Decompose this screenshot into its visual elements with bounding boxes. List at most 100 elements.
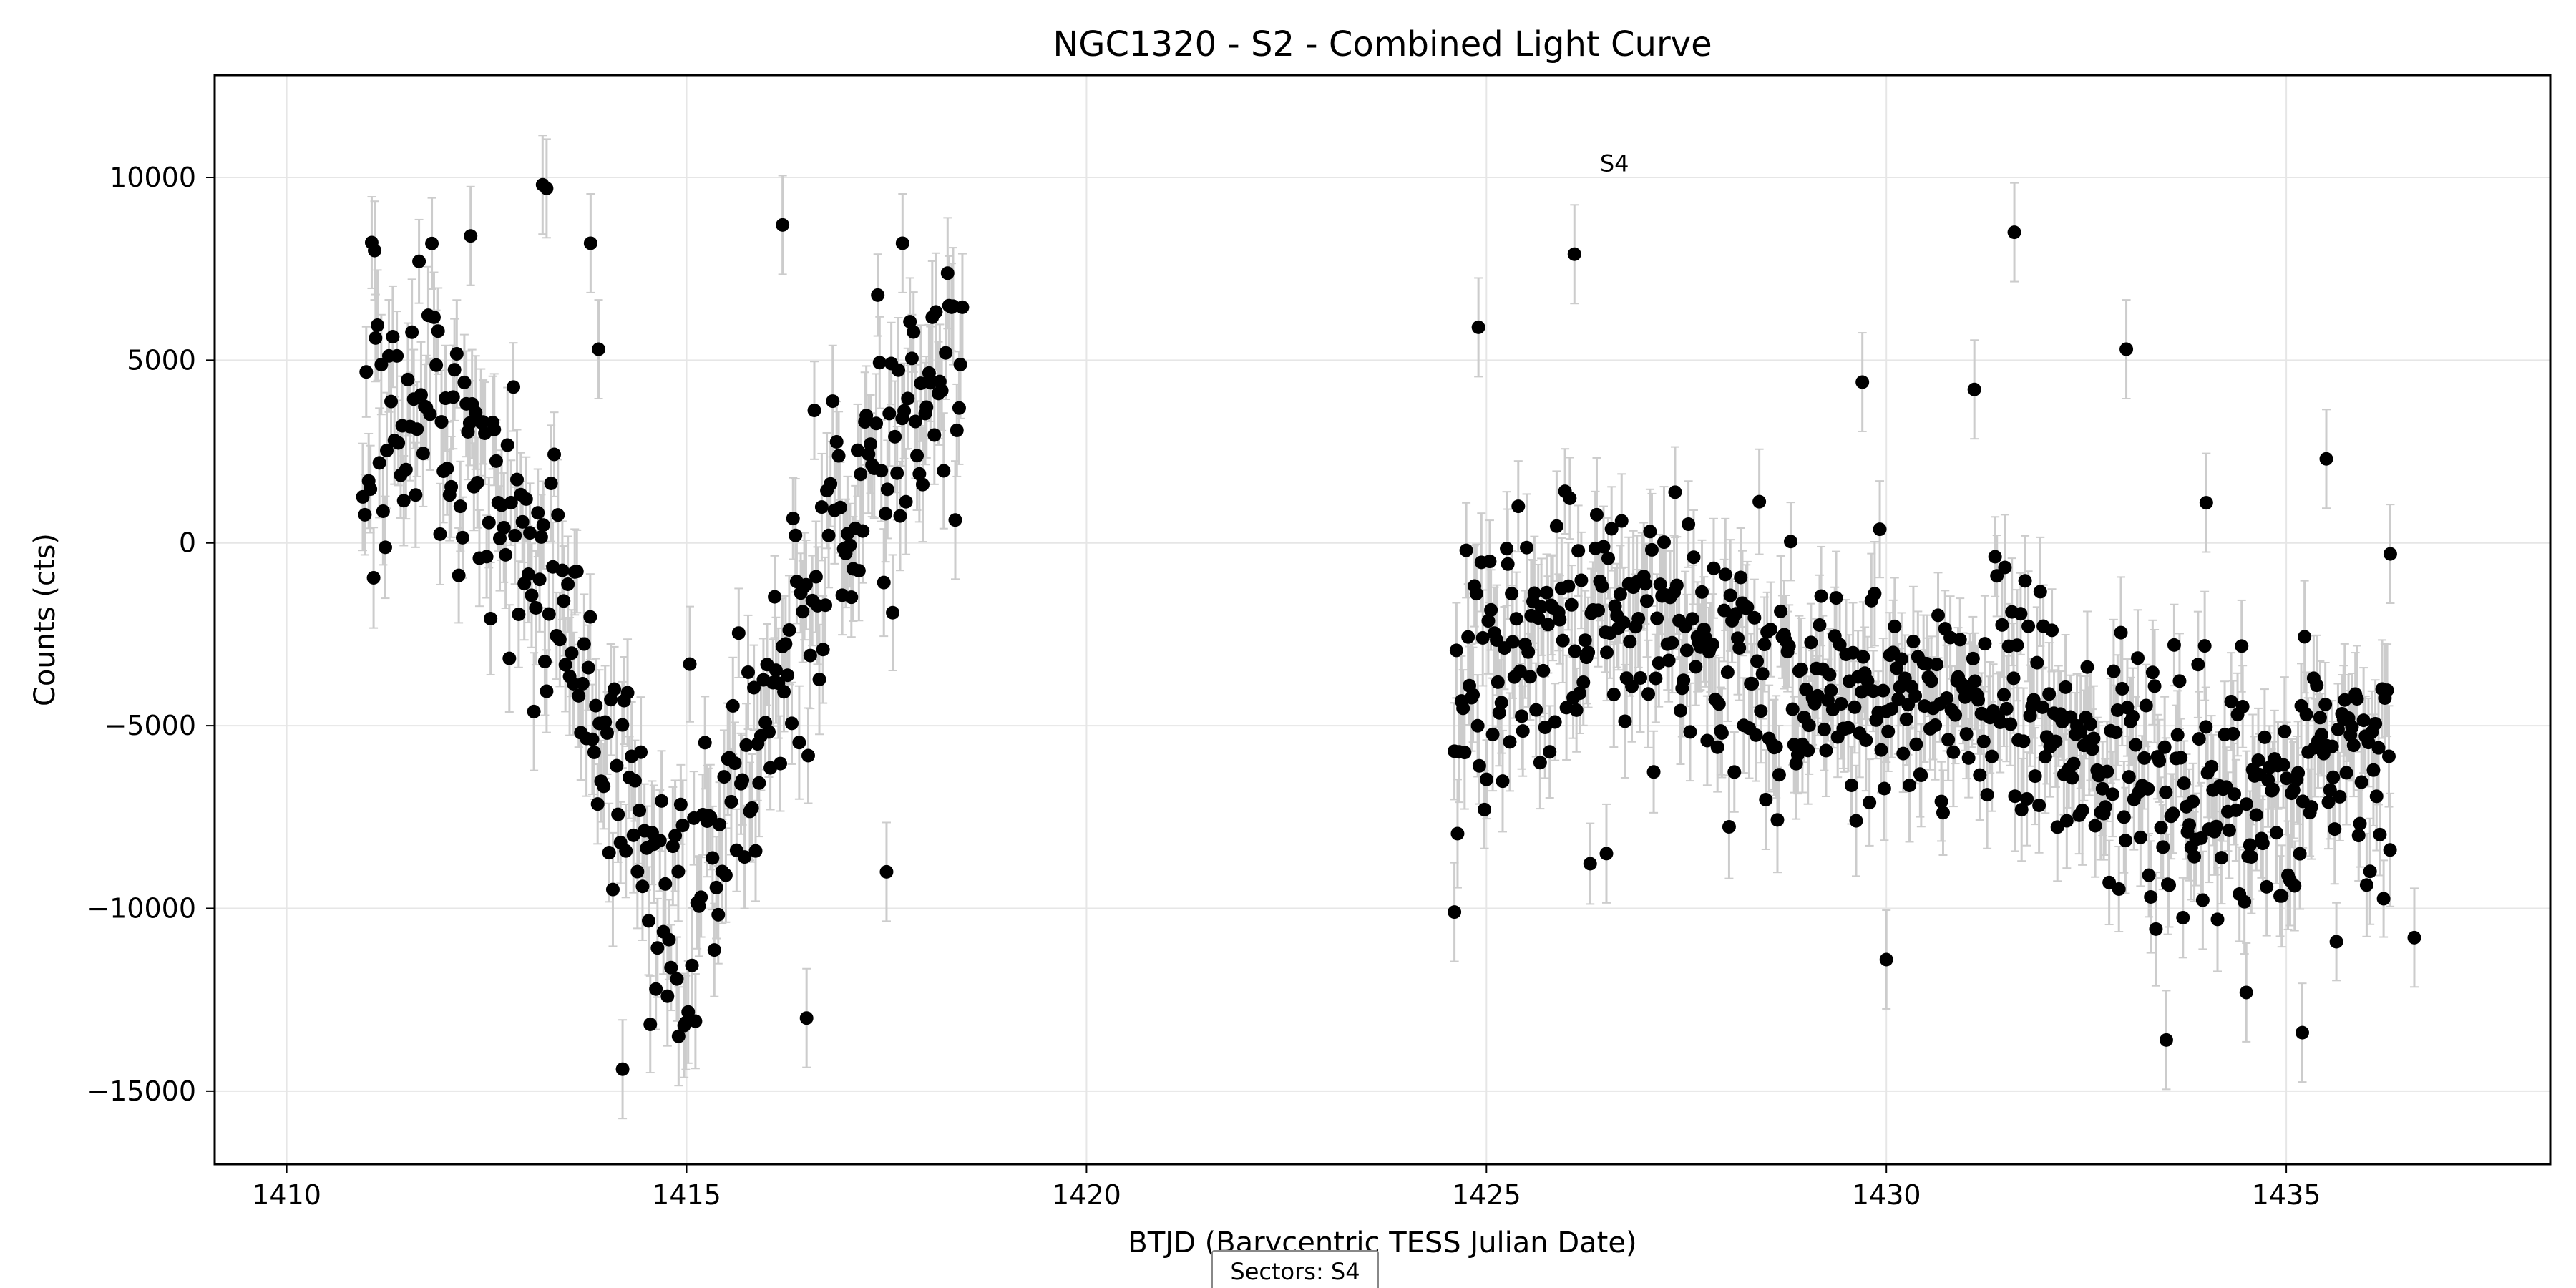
data-point xyxy=(1727,765,1742,779)
data-point xyxy=(1790,748,1805,762)
data-point xyxy=(1595,579,1609,593)
data-point xyxy=(1494,696,1508,710)
data-point xyxy=(1855,375,1870,389)
legend-box xyxy=(1211,1250,1379,1288)
data-point xyxy=(1501,557,1515,571)
data-point xyxy=(2141,781,2155,796)
data-point xyxy=(854,467,868,482)
data-point xyxy=(2366,763,2381,777)
x-axis-label: BTJD (Barycentric TESS Julian Date) xyxy=(1128,1226,1636,1259)
data-point xyxy=(1813,618,1827,632)
data-point xyxy=(597,779,611,794)
data-point xyxy=(792,736,806,750)
data-point xyxy=(2131,651,2145,665)
data-point xyxy=(1653,577,1667,592)
data-point xyxy=(706,851,720,865)
data-point xyxy=(1829,591,1843,605)
data-point xyxy=(882,406,897,421)
data-point xyxy=(953,357,967,371)
data-point xyxy=(1817,722,1831,736)
data-point xyxy=(685,958,699,972)
data-point xyxy=(1556,633,1570,648)
data-point xyxy=(368,243,382,258)
data-point xyxy=(1450,826,1465,841)
data-point xyxy=(916,477,930,492)
data-point xyxy=(731,626,746,640)
data-point xyxy=(1896,746,1911,761)
data-point xyxy=(843,538,857,552)
data-point xyxy=(1754,704,1768,718)
data-point xyxy=(2075,803,2089,817)
data-point xyxy=(1782,639,1796,653)
data-point xyxy=(2346,738,2361,753)
data-point xyxy=(1971,693,1986,707)
data-point xyxy=(1581,645,1596,660)
data-point xyxy=(726,698,740,713)
data-point xyxy=(856,524,870,538)
data-point xyxy=(1720,665,1735,680)
data-point xyxy=(1995,618,2009,632)
data-point xyxy=(592,342,606,356)
data-point xyxy=(364,482,378,497)
data-point xyxy=(658,877,673,891)
data-point xyxy=(1643,525,1657,539)
data-point xyxy=(499,547,513,562)
data-point xyxy=(2319,452,2333,466)
data-point xyxy=(409,488,423,502)
data-point xyxy=(2383,843,2397,857)
y-tick-label: 0 xyxy=(179,527,196,559)
data-point xyxy=(814,500,829,514)
data-point xyxy=(1804,635,1818,650)
data-point xyxy=(380,444,394,458)
data-point xyxy=(665,839,680,854)
data-point xyxy=(1980,788,1994,802)
data-point xyxy=(2331,722,2345,736)
data-point xyxy=(2122,770,2136,784)
data-point xyxy=(510,472,525,487)
data-point xyxy=(879,507,893,521)
data-point xyxy=(869,416,884,431)
data-point xyxy=(2333,789,2347,804)
data-point xyxy=(2235,639,2249,653)
data-point xyxy=(1543,745,1557,759)
data-point xyxy=(786,512,800,526)
data-point xyxy=(1536,663,1551,678)
data-point xyxy=(1683,725,1697,739)
data-point xyxy=(630,864,645,879)
data-point xyxy=(1634,670,1648,685)
data-point xyxy=(1568,644,1582,658)
data-point xyxy=(880,482,894,497)
data-point xyxy=(2351,829,2366,843)
data-point xyxy=(1874,743,1888,757)
data-point xyxy=(739,738,753,752)
data-point xyxy=(1553,613,1567,627)
data-point xyxy=(396,494,411,508)
data-point xyxy=(423,407,437,421)
data-point xyxy=(2313,711,2327,725)
data-point xyxy=(2251,753,2265,767)
data-point xyxy=(1841,721,1855,735)
data-point xyxy=(1855,685,1869,699)
data-point xyxy=(2255,836,2270,851)
data-point xyxy=(935,384,949,398)
data-point xyxy=(2205,759,2219,774)
data-point xyxy=(2074,725,2088,739)
data-point xyxy=(1685,612,1699,626)
data-point xyxy=(1613,587,1627,602)
data-point xyxy=(1668,485,1682,499)
data-point xyxy=(1641,687,1655,701)
data-point xyxy=(2154,821,2168,835)
data-point xyxy=(426,310,441,324)
data-point xyxy=(833,500,847,514)
data-point xyxy=(653,834,667,848)
y-tick-label: −5000 xyxy=(104,710,196,741)
data-point xyxy=(1492,706,1506,720)
data-point xyxy=(919,400,934,414)
data-point xyxy=(745,801,759,815)
data-point xyxy=(2310,678,2324,693)
data-point xyxy=(1794,662,1808,676)
data-point xyxy=(2243,838,2257,852)
data-point xyxy=(372,456,386,470)
data-point xyxy=(390,348,404,363)
data-point xyxy=(484,611,498,625)
